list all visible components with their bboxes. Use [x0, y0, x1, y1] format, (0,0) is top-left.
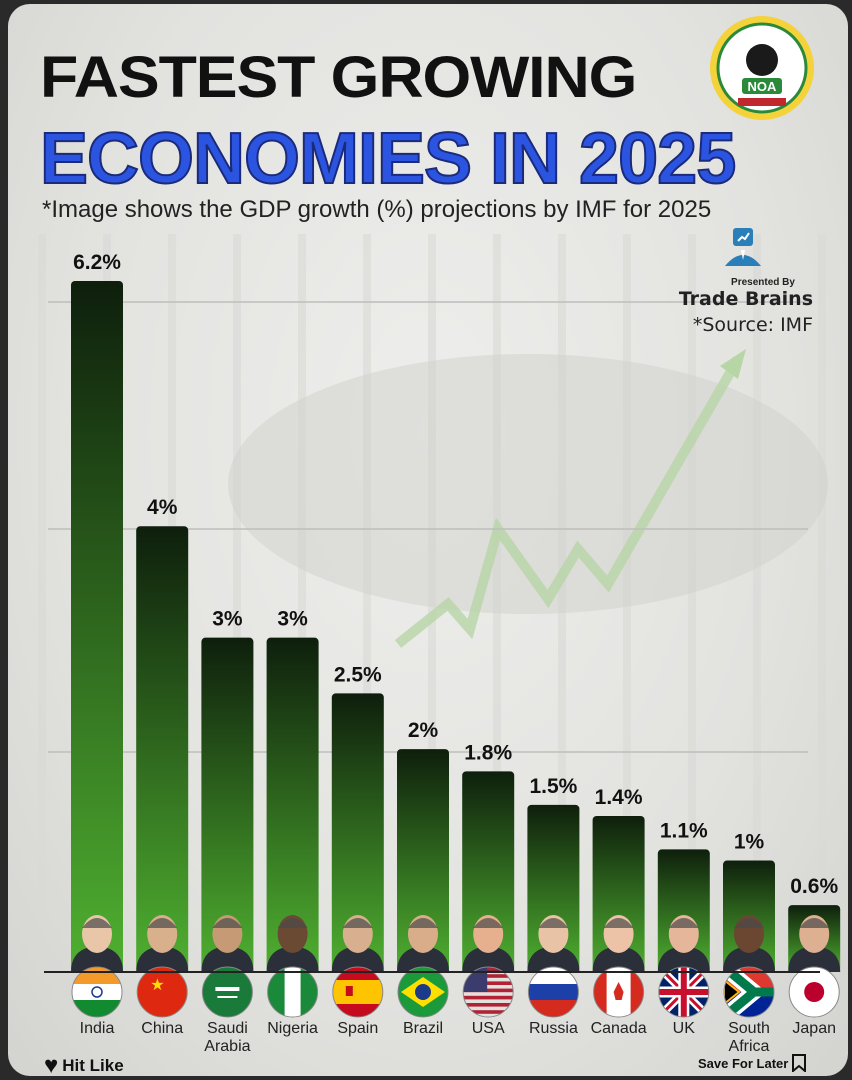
- bg-stripe: [753, 234, 761, 974]
- brazil-flag-icon: [397, 966, 449, 1018]
- presenter-block: Presented By Trade Brains *Source: IMF: [663, 226, 813, 336]
- svg-text:★: ★: [150, 977, 164, 994]
- category-label: Brazil: [403, 1020, 443, 1037]
- bg-stripe: [298, 234, 306, 974]
- data-label: 3%: [212, 608, 243, 631]
- save-label: Save For Later: [698, 1055, 789, 1071]
- bar-china: [136, 526, 189, 972]
- spain-flag-icon: [332, 966, 384, 1018]
- data-label: 1.5%: [529, 775, 577, 798]
- saudi-flag-icon: [201, 966, 253, 1018]
- china-flag-icon: ★: [136, 966, 188, 1018]
- category-label: Canada: [591, 1020, 647, 1037]
- bar-saudi-arabia: [201, 637, 254, 972]
- bar-nigeria: [266, 637, 319, 972]
- usa-flag-icon: [462, 966, 514, 1018]
- category-label: Spain: [337, 1020, 378, 1037]
- category-label: Arabia: [204, 1038, 250, 1055]
- logo-text: NOA: [748, 79, 778, 94]
- data-label: 2.5%: [334, 663, 382, 686]
- data-label: 1.8%: [464, 741, 512, 764]
- hit-like-button[interactable]: ♥ Hit Like: [44, 1052, 124, 1076]
- bg-stripe: [818, 234, 826, 974]
- data-label: 4%: [147, 496, 178, 519]
- category-label: India: [80, 1020, 115, 1037]
- bg-stripe: [38, 234, 46, 974]
- uk-flag-icon: [658, 966, 710, 1018]
- bar-brazil: [397, 749, 449, 972]
- leader-photo: [397, 915, 449, 972]
- category-label: Africa: [729, 1038, 770, 1055]
- trend-arrowhead: [720, 349, 746, 379]
- category-label: South: [728, 1020, 770, 1037]
- bar-india: [71, 281, 123, 972]
- leader-photo: [71, 915, 123, 972]
- leader-photo: [527, 915, 580, 972]
- leader-photo: [723, 915, 775, 972]
- title-line-1: FASTEST GROWING: [40, 45, 637, 110]
- nigeria-flag-icon: [267, 966, 319, 1018]
- trend-arrow: [394, 356, 743, 648]
- canada-flag-icon: [593, 966, 645, 1018]
- category-label: Russia: [529, 1020, 578, 1037]
- infographic-card: 6.2% India 4% ★ China 3% Saudi Arabia 3% Nigeria 2…: [8, 4, 848, 1076]
- save-for-later-button[interactable]: Save For Later: [698, 1054, 807, 1072]
- category-label: Japan: [792, 1020, 836, 1037]
- data-label: 2%: [408, 719, 439, 742]
- presenter-name: Trade Brains: [678, 288, 813, 310]
- leader-photo: [788, 915, 841, 972]
- bg-stripe: [233, 234, 241, 974]
- bar-spain: [331, 693, 384, 972]
- leader-photo: [136, 915, 189, 972]
- leader-photo: [462, 915, 515, 972]
- data-label: 6.2%: [73, 251, 121, 274]
- bg-stripe: [363, 234, 371, 974]
- bg-stripe: [688, 234, 696, 974]
- leader-photo: [657, 915, 710, 972]
- south-africa-flag-icon: [723, 966, 775, 1018]
- japan-flag-icon: [788, 966, 840, 1018]
- data-label: 1.1%: [660, 819, 708, 842]
- world-map-shape: [228, 354, 828, 614]
- subtitle: *Image shows the GDP growth (%) projecti…: [42, 196, 712, 223]
- bar-usa: [462, 771, 515, 972]
- category-label: USA: [472, 1020, 505, 1037]
- hit-like-label: Hit Like: [62, 1056, 124, 1075]
- india-flag-icon: [71, 966, 123, 1018]
- category-label: Nigeria: [267, 1020, 318, 1037]
- title-line-2: ECONOMIES IN 2025: [39, 118, 737, 200]
- category-label: China: [141, 1020, 183, 1037]
- data-label: 1.4%: [595, 786, 643, 809]
- leader-photo: [331, 915, 384, 972]
- leader-photo: [201, 915, 254, 972]
- data-label: 0.6%: [790, 875, 838, 898]
- category-label: UK: [673, 1020, 696, 1037]
- presented-by: Presented By: [731, 277, 795, 288]
- russia-flag-icon: [527, 966, 579, 1018]
- data-label: 1%: [734, 831, 765, 854]
- leader-photo: [592, 915, 645, 972]
- bookmark-icon: [792, 1054, 807, 1072]
- leader-photo: [266, 915, 319, 972]
- source-note: *Source: IMF: [692, 314, 813, 336]
- noa-logo: NOA: [710, 16, 814, 120]
- category-label: Saudi: [207, 1020, 248, 1037]
- presenter-icon: [725, 228, 761, 266]
- data-label: 3%: [277, 608, 308, 631]
- heart-icon: ♥: [44, 1052, 59, 1076]
